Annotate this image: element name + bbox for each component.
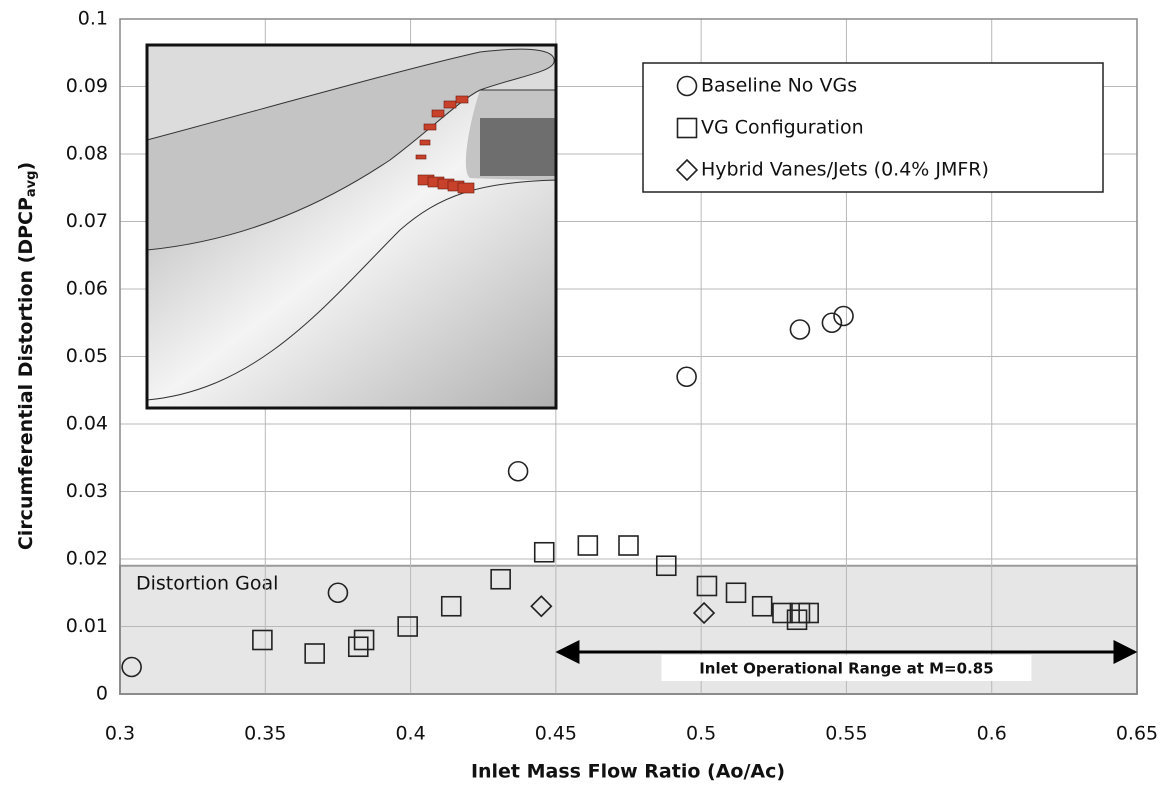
square-marker — [772, 602, 793, 624]
legend-label: VG Configuration — [701, 117, 864, 139]
y-axis-title-main: Circumferential Distortion (DPCP — [15, 197, 37, 550]
circle-marker — [789, 319, 811, 340]
square-marker — [725, 582, 747, 604]
square-marker — [786, 609, 808, 631]
y-tick-label: 0.06 — [66, 278, 108, 300]
diamond-marker — [530, 595, 553, 618]
y-tick-label: 0.1 — [78, 8, 108, 30]
x-tick-label: 0.4 — [395, 723, 425, 745]
legend-label: Hybrid Vanes/Jets (0.4% JMFR) — [701, 159, 989, 181]
legend-box — [642, 62, 1104, 193]
y-tick-label: 0.04 — [66, 413, 108, 435]
y-axis-title-sub: avg — [24, 171, 39, 198]
square-marker — [577, 535, 599, 556]
circle-marker — [327, 582, 349, 604]
square-marker — [397, 616, 418, 637]
legend-label: Baseline No VGs — [701, 75, 857, 97]
square-marker — [440, 595, 462, 617]
x-axis-title: Inlet Mass Flow Ratio (Ao/Ac) — [471, 761, 785, 783]
y-tick-label: 0.09 — [66, 75, 108, 97]
inset-image — [145, 43, 558, 410]
range-label-box — [661, 655, 1032, 681]
square-marker — [533, 541, 555, 563]
goal-label: Distortion Goal — [136, 572, 278, 594]
square-marker — [655, 555, 677, 577]
range-label: Inlet Operational Range at M=0.85 — [699, 660, 993, 678]
y-tick-label: 0.01 — [66, 615, 108, 637]
square-marker — [798, 602, 819, 624]
square-marker — [696, 575, 718, 597]
x-tick-label: 0.5 — [686, 723, 716, 745]
circle-marker — [833, 305, 854, 327]
square-marker — [347, 636, 369, 658]
circle-marker — [676, 366, 697, 388]
square-marker — [304, 643, 325, 664]
y-axis-title-end: ) — [15, 162, 37, 171]
x-tick-label: 0.3 — [105, 723, 135, 745]
y-tick-label: 0.05 — [66, 345, 108, 367]
diamond-marker — [692, 601, 716, 625]
x-tick-label: 0.35 — [244, 723, 286, 745]
square-marker — [490, 568, 511, 590]
circle-marker — [821, 312, 843, 334]
x-tick-label: 0.65 — [1116, 723, 1158, 745]
square-marker — [618, 535, 639, 556]
x-tick-label: 0.55 — [825, 723, 867, 745]
y-tick-label: 0.07 — [66, 210, 108, 232]
x-tick-label: 0.45 — [535, 723, 577, 745]
diamond-marker — [675, 158, 699, 182]
x-tick-label: 0.6 — [977, 723, 1007, 745]
circle-marker — [507, 460, 529, 482]
square-marker — [252, 629, 273, 651]
plot-frame — [119, 18, 1138, 695]
y-tick-label: 0.02 — [66, 548, 108, 570]
circle-marker — [676, 75, 698, 97]
square-marker — [676, 117, 698, 139]
circle-marker — [121, 656, 142, 678]
y-tick-label: 0.03 — [66, 480, 108, 502]
square-marker — [353, 629, 375, 651]
y-tick-label: 0 — [96, 683, 108, 705]
square-marker — [751, 595, 773, 617]
y-axis-title: Circumferential Distortion (DPCPavg) — [15, 162, 39, 550]
y-tick-label: 0.08 — [66, 143, 108, 165]
